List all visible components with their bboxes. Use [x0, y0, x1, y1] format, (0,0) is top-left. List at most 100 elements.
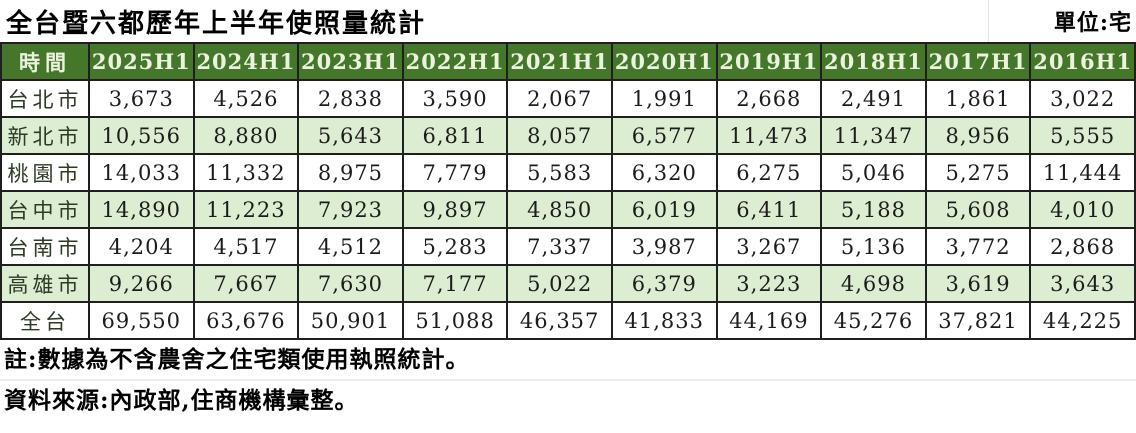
column-header: 2024H1 [192, 42, 300, 81]
table-cell: 11,347 [820, 116, 927, 155]
table-cell: 6,411 [715, 190, 823, 229]
table-cell: 5,022 [506, 264, 613, 303]
table-cell: 6,811 [401, 116, 509, 155]
table-row: 桃園市 14,033 11,332 8,975 7,779 5,583 6,320 6,275… [0, 153, 1136, 192]
column-header: 2018H1 [820, 42, 927, 81]
table-row: 全台 69,550 63,676 50,901 51,088 46,357 41,833 44… [0, 301, 1136, 340]
table-cell: 2,067 [506, 79, 613, 118]
table-cell: 5,608 [924, 190, 1032, 229]
row-label: 台南市 [0, 227, 90, 266]
table-cell: 5,555 [1029, 116, 1136, 155]
table-cell: 6,019 [610, 190, 718, 229]
table-cell: 6,320 [610, 153, 718, 192]
table-cell: 4,204 [88, 227, 195, 266]
row-label: 台北市 [0, 79, 90, 118]
page-title: 全台暨六都歷年上半年使照量統計 [6, 8, 427, 39]
table-cell: 1,861 [924, 79, 1032, 118]
table-cell: 10,556 [88, 116, 195, 155]
table-cell: 3,772 [924, 227, 1032, 266]
table-cell: 11,473 [715, 116, 823, 155]
table-cell: 4,512 [297, 227, 404, 266]
column-header: 2025H1 [88, 42, 195, 81]
table-cell: 8,880 [192, 116, 300, 155]
table-cell: 5,046 [820, 153, 927, 192]
table-cell: 2,668 [715, 79, 823, 118]
table-cell: 3,619 [924, 264, 1032, 303]
table-cell: 5,643 [297, 116, 404, 155]
table-cell: 1,991 [610, 79, 718, 118]
table-cell: 41,833 [610, 301, 718, 340]
table-cell: 37,821 [924, 301, 1032, 340]
table-cell: 7,779 [401, 153, 509, 192]
table-cell: 6,379 [610, 264, 718, 303]
row-label: 台中市 [0, 190, 90, 229]
column-header: 2023H1 [297, 42, 404, 81]
table-cell: 5,583 [506, 153, 613, 192]
table-cell: 6,275 [715, 153, 823, 192]
table-cell: 3,673 [88, 79, 195, 118]
table-cell: 9,266 [88, 264, 195, 303]
table-cell: 2,491 [820, 79, 927, 118]
row-label: 全台 [0, 301, 90, 340]
table-cell: 11,223 [192, 190, 300, 229]
table-cell: 4,526 [192, 79, 300, 118]
column-gridline [988, 0, 989, 42]
table-cell: 63,676 [192, 301, 300, 340]
table-cell: 7,337 [506, 227, 613, 266]
column-header: 2019H1 [715, 42, 823, 81]
table-cell: 44,225 [1029, 301, 1136, 340]
table-cell: 11,332 [192, 153, 300, 192]
table-cell: 3,643 [1029, 264, 1136, 303]
header-row: 時間 2025H1 2024H1 2023H1 2022H1 2021H1 2020H1 2… [0, 42, 1136, 81]
table-cell: 7,923 [297, 190, 404, 229]
column-header: 2022H1 [401, 42, 509, 81]
table-row: 台北市 3,673 4,526 2,838 3,590 2,067 1,991 2,668 2,… [0, 79, 1136, 118]
table-cell: 50,901 [297, 301, 404, 340]
table-cell: 51,088 [401, 301, 509, 340]
title-bar: 全台暨六都歷年上半年使照量統計 單位:宅 [0, 0, 1136, 42]
table-cell: 45,276 [820, 301, 927, 340]
table-cell: 7,177 [401, 264, 509, 303]
column-header: 2017H1 [924, 42, 1032, 81]
table-row: 高雄市 9,266 7,667 7,630 7,177 5,022 6,379 3,223 4,… [0, 264, 1136, 303]
table-cell: 14,033 [88, 153, 195, 192]
row-label: 桃園市 [0, 153, 90, 192]
table-cell: 6,577 [610, 116, 718, 155]
notes-section: 註:數據為不含農舍之住宅類使用執照統計。 資料來源:內政部,住商機構彙整。 [0, 340, 1136, 418]
table-cell: 5,283 [401, 227, 509, 266]
column-header: 2016H1 [1029, 42, 1136, 81]
table-cell: 2,838 [297, 79, 404, 118]
table-cell: 3,267 [715, 227, 823, 266]
table-cell: 4,010 [1029, 190, 1136, 229]
table-cell: 3,223 [715, 264, 823, 303]
table-cell: 4,850 [506, 190, 613, 229]
table-cell: 11,444 [1029, 153, 1136, 192]
note-line-data-source: 資料來源:內政部,住商機構彙整。 [0, 379, 1136, 418]
table-cell: 8,057 [506, 116, 613, 155]
table-cell: 7,630 [297, 264, 404, 303]
table-cell: 4,517 [192, 227, 300, 266]
table-cell: 2,868 [1029, 227, 1136, 266]
table-cell: 3,022 [1029, 79, 1136, 118]
table-cell: 3,590 [401, 79, 509, 118]
table-cell: 69,550 [88, 301, 195, 340]
row-label: 高雄市 [0, 264, 90, 303]
table-cell: 44,169 [715, 301, 823, 340]
table-cell: 5,136 [820, 227, 927, 266]
row-label: 新北市 [0, 116, 90, 155]
table-cell: 5,275 [924, 153, 1032, 192]
table-cell: 9,897 [401, 190, 509, 229]
table-cell: 4,698 [820, 264, 927, 303]
table-cell: 8,956 [924, 116, 1032, 155]
table-cell: 46,357 [506, 301, 613, 340]
table-cell: 14,890 [88, 190, 195, 229]
header-time-label: 時間 [0, 42, 90, 81]
table-cell: 7,667 [192, 264, 300, 303]
table-cell: 3,987 [610, 227, 718, 266]
table-cell: 8,975 [297, 153, 404, 192]
table-row: 新北市 10,556 8,880 5,643 6,811 8,057 6,577 11,473… [0, 116, 1136, 155]
table-row: 台中市 14,890 11,223 7,923 9,897 4,850 6,019 6,411… [0, 190, 1136, 229]
table-body: 台北市 3,673 4,526 2,838 3,590 2,067 1,991 2,668 2,… [0, 79, 1136, 340]
unit-label: 單位:宅 [1053, 10, 1132, 36]
column-header: 2021H1 [506, 42, 613, 81]
